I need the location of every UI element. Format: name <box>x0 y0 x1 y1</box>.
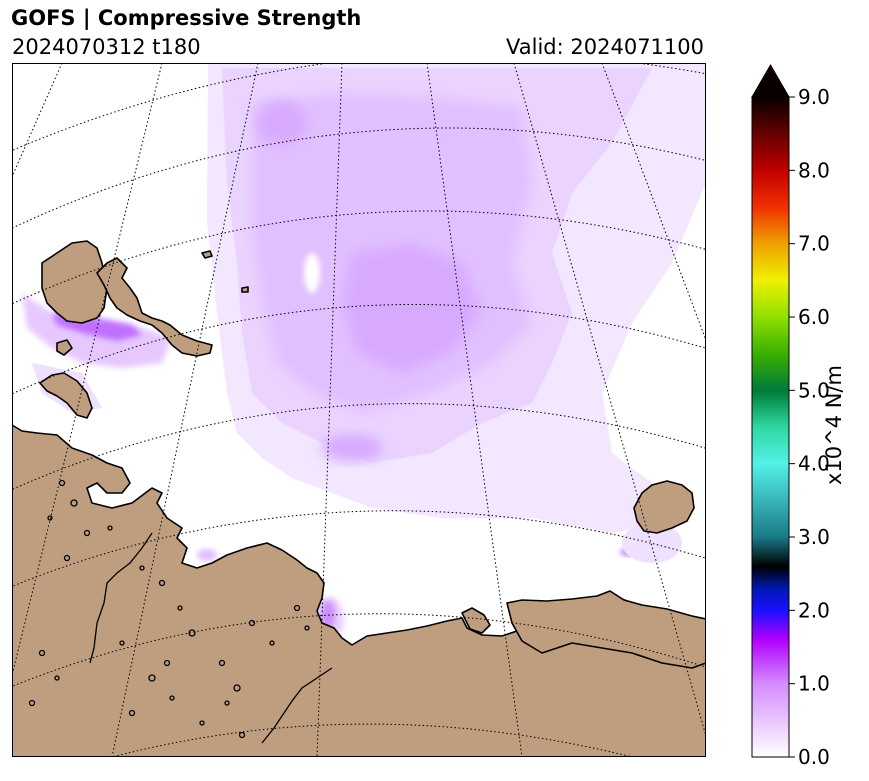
land-archipelago-north <box>41 240 108 324</box>
lake <box>304 625 310 631</box>
colorbar-tick-label: 7.0 <box>798 232 830 256</box>
river <box>261 667 333 744</box>
valid-label: Valid: 2024071100 <box>506 35 704 59</box>
ice-patch <box>257 101 307 145</box>
lake <box>224 700 230 706</box>
land-islet <box>241 286 249 293</box>
lake <box>70 499 78 507</box>
ice-east-halo <box>622 523 682 563</box>
land-island-tiny <box>56 339 73 356</box>
colorbar-tick-label: 5.0 <box>798 378 830 402</box>
longitude-line <box>513 63 706 738</box>
ice-coast-spot <box>197 549 217 561</box>
lake <box>169 695 175 701</box>
land-cape <box>461 607 491 634</box>
lake <box>218 659 226 667</box>
colorbar-tick-label: 6.0 <box>798 305 830 329</box>
run-label: 2024070312 t180 <box>12 35 201 59</box>
graticule <box>12 63 706 757</box>
latitude-line <box>12 613 706 688</box>
lake <box>233 684 241 692</box>
map-frame <box>12 63 706 757</box>
latitude-line <box>12 303 706 395</box>
colorbar-ticks: 0.0 1.0 2.0 3.0 4.0 5.0 6.0 7.0 8.0 9.0 <box>789 85 830 769</box>
lake <box>63 554 71 562</box>
latitude-line <box>12 510 706 587</box>
lake <box>119 640 125 646</box>
river <box>89 532 153 664</box>
land <box>12 240 706 757</box>
colorbar-tick-label: 4.0 <box>798 452 830 476</box>
latitude-line <box>12 403 706 491</box>
latitude-line <box>12 127 706 229</box>
map-title: GOFS | Compressive Strength <box>11 6 362 30</box>
land-islet <box>201 250 213 259</box>
map-panel <box>12 63 706 757</box>
colorbar-tick-label: 3.0 <box>798 525 830 549</box>
lake <box>188 629 196 637</box>
colorbar-extend-arrow <box>751 64 790 98</box>
colorbar-unit-label: x10^4 N/m <box>822 364 846 486</box>
lake <box>177 605 183 611</box>
lake <box>163 659 171 667</box>
land-peninsula <box>506 590 706 669</box>
ice-hole <box>304 253 320 293</box>
lake <box>47 515 53 521</box>
lake <box>269 640 275 646</box>
colorbar-tick-label: 2.0 <box>798 598 830 622</box>
colorbar: 0.0 1.0 2.0 3.0 4.0 5.0 6.0 7.0 8.0 9.0 <box>751 64 830 769</box>
latitude-line <box>12 210 706 305</box>
lake <box>128 709 136 717</box>
ice-strength-field <box>22 63 706 641</box>
colorbar-gradient <box>751 96 790 758</box>
lake <box>238 731 246 739</box>
lake <box>148 674 156 682</box>
lake <box>139 565 145 571</box>
lake <box>83 529 91 537</box>
inland-lakes <box>28 479 333 744</box>
lake <box>199 720 205 726</box>
lake <box>54 675 60 681</box>
lake <box>38 649 46 657</box>
land-archipelago-east <box>96 257 213 357</box>
ice-area-core <box>342 243 482 373</box>
colorbar-tick-label: 0.0 <box>798 745 830 769</box>
colorbar-tick-label: 9.0 <box>798 85 830 109</box>
longitude-line <box>12 63 163 678</box>
lake <box>107 525 113 531</box>
land-island-small <box>39 372 93 419</box>
lake <box>293 604 301 612</box>
colorbar-tick-label: 1.0 <box>798 672 830 696</box>
lake <box>158 579 166 587</box>
ice-patch <box>322 434 382 462</box>
lake <box>28 699 36 707</box>
land-island-east <box>633 480 695 534</box>
longitude-line <box>426 63 523 757</box>
colorbar-tick-label: 8.0 <box>798 158 830 182</box>
